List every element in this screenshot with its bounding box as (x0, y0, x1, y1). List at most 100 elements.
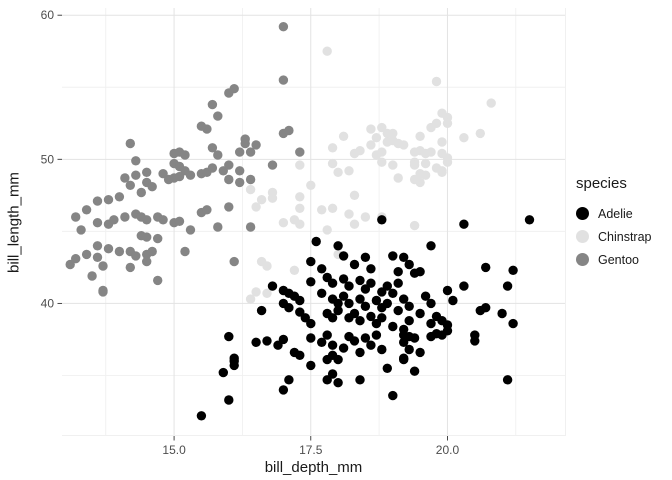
data-point (76, 225, 86, 235)
data-point (180, 246, 190, 257)
data-point (229, 256, 239, 267)
data-point (245, 294, 256, 304)
data-point (349, 219, 360, 229)
data-point (420, 158, 431, 169)
data-point (393, 305, 403, 316)
data-point (92, 252, 103, 262)
data-point (317, 264, 327, 274)
data-point (322, 375, 332, 385)
data-point (251, 337, 261, 347)
data-point (158, 215, 168, 225)
data-point (409, 366, 420, 376)
data-point (382, 281, 392, 291)
data-point (404, 259, 414, 270)
data-point (475, 128, 485, 139)
data-point (295, 147, 305, 157)
data-point (289, 265, 300, 275)
data-point (415, 308, 425, 319)
data-point (426, 122, 436, 133)
data-point (251, 287, 261, 297)
data-point (295, 219, 305, 229)
data-point (442, 320, 453, 330)
data-point (409, 160, 420, 170)
data-point (415, 177, 425, 188)
data-point (224, 395, 234, 405)
legend-label-adelie: Adelie (598, 206, 633, 221)
data-point (344, 166, 354, 176)
data-point (256, 195, 267, 205)
data-point (437, 137, 447, 147)
data-point (399, 140, 409, 150)
data-point (92, 196, 103, 206)
data-point (338, 343, 349, 353)
data-point (371, 330, 382, 340)
data-point (349, 308, 360, 319)
data-point (388, 160, 398, 170)
data-point (338, 251, 349, 261)
data-point (393, 267, 403, 277)
data-point (224, 88, 234, 98)
data-point (71, 212, 81, 222)
data-point (426, 241, 436, 251)
data-point (355, 294, 365, 304)
data-point (377, 157, 387, 167)
data-point (382, 363, 392, 373)
data-point (207, 163, 218, 173)
data-point (213, 222, 223, 232)
data-point (267, 160, 278, 170)
data-point (333, 167, 343, 177)
data-point (317, 288, 327, 298)
data-point (524, 215, 535, 225)
data-point (415, 347, 425, 358)
x-tick-label: 15.0 (162, 443, 186, 457)
data-point (224, 202, 234, 212)
data-point (349, 336, 360, 346)
data-point (382, 137, 392, 147)
data-point (65, 259, 75, 270)
data-point (92, 241, 103, 251)
data-point (366, 264, 376, 274)
data-point (360, 333, 371, 343)
data-point (426, 298, 436, 309)
data-point (98, 261, 108, 271)
data-point (360, 301, 371, 311)
data-point (306, 180, 316, 190)
data-point (338, 291, 349, 301)
data-point (442, 285, 453, 296)
data-point (213, 111, 223, 121)
chinstrap-point-swatch (576, 230, 589, 243)
data-point (278, 22, 289, 32)
data-point (306, 277, 316, 287)
data-point (224, 160, 234, 170)
data-point (131, 156, 141, 166)
data-point (377, 313, 387, 323)
data-point (442, 157, 453, 167)
gridlines (62, 8, 566, 436)
data-point (366, 140, 376, 150)
data-point (245, 184, 256, 195)
data-point (224, 331, 234, 342)
data-point (120, 212, 130, 222)
data-point (295, 295, 305, 306)
data-point (295, 192, 305, 202)
data-point (431, 329, 442, 339)
data-point (235, 147, 245, 157)
data-point (120, 173, 130, 183)
data-point (355, 146, 365, 156)
data-point (371, 133, 382, 143)
data-point (382, 298, 392, 309)
data-point (185, 170, 196, 180)
data-point (355, 316, 365, 326)
data-point (502, 281, 513, 291)
data-point (114, 246, 125, 257)
data-point (92, 218, 103, 228)
data-point (459, 133, 469, 143)
data-point (278, 75, 289, 85)
data-point (142, 232, 152, 242)
data-point (174, 171, 185, 182)
data-point (338, 131, 349, 141)
data-point (388, 128, 398, 139)
data-point (420, 170, 431, 180)
data-point (180, 150, 190, 160)
